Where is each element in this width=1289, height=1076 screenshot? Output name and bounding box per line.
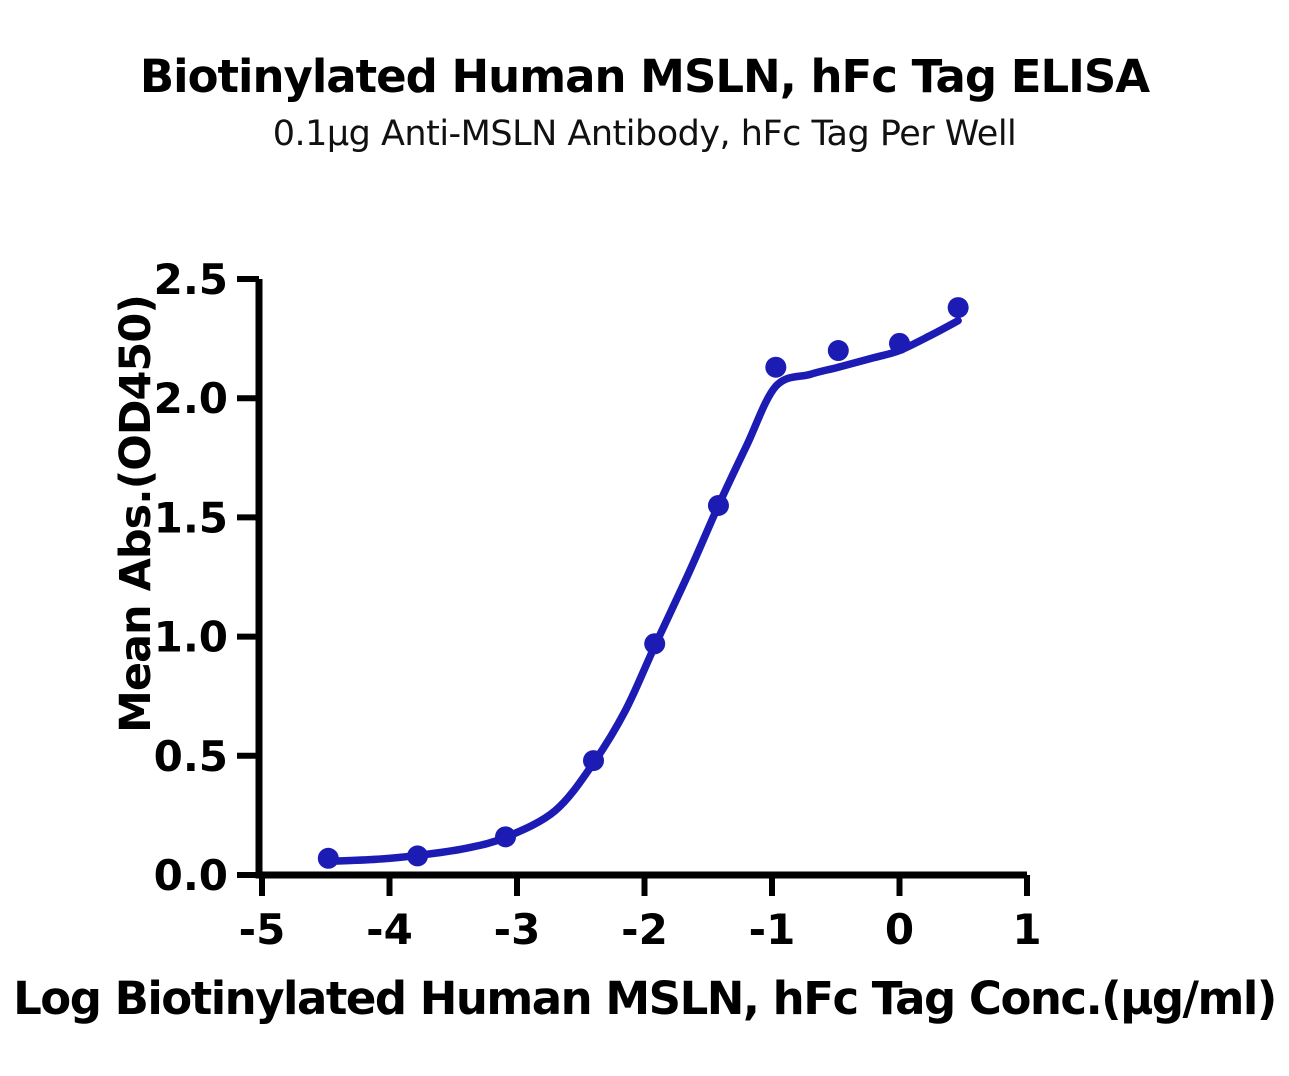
data-point (407, 845, 429, 867)
y-tick-label: 2.0 (154, 374, 228, 423)
chart-title: Biotinylated Human MSLN, hFc Tag ELISA (139, 50, 1150, 103)
y-tick-label: 2.5 (154, 255, 228, 304)
y-tick-label: 1.0 (154, 613, 228, 662)
data-point (644, 633, 666, 655)
data-point (827, 340, 849, 362)
fit-curve-path (324, 316, 962, 866)
x-tick-label: -3 (494, 905, 541, 954)
data-point (583, 750, 604, 772)
x-tick-label: -1 (749, 905, 796, 954)
data-point (765, 356, 787, 378)
x-tick-label: -4 (366, 905, 413, 954)
x-tick-label: -2 (621, 905, 668, 954)
data-point (889, 332, 910, 354)
data-point (495, 826, 517, 848)
y-tick-label: 0.5 (154, 732, 228, 781)
y-tick-label: 1.5 (154, 493, 228, 542)
x-tick-label: 0 (885, 905, 914, 954)
data-point (947, 297, 969, 319)
x-tick-label: -5 (239, 905, 286, 954)
chart-subtitle: 0.1μg Anti-MSLN Antibody, hFc Tag Per We… (272, 114, 1017, 154)
x-tick-label: 1 (1012, 905, 1041, 954)
data-point (317, 847, 339, 869)
data-point (707, 494, 729, 516)
y-tick-label: 0.0 (154, 851, 228, 900)
x-axis-title: Log Biotinylated Human MSLN, hFc Tag Con… (13, 972, 1277, 1025)
